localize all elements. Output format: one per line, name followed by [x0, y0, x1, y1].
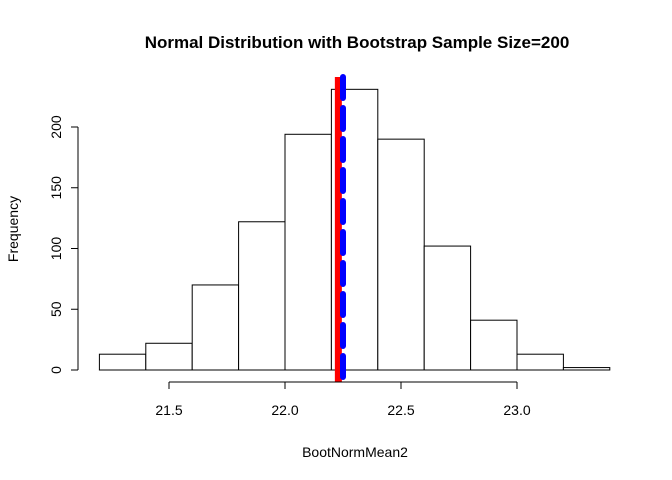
histogram-bars [98, 88, 611, 371]
y-tick-label: 0 [48, 366, 64, 374]
x-tick-label: 22.5 [387, 402, 414, 418]
y-tick-label: 150 [48, 176, 64, 200]
chart-title: Normal Distribution with Bootstrap Sampl… [145, 33, 570, 52]
histogram-bar [191, 284, 240, 371]
histogram-bar [470, 319, 518, 371]
histogram-bar [377, 138, 425, 371]
x-tick-label: 23.0 [503, 402, 530, 418]
y-axis-label: Frequency [5, 196, 21, 262]
x-tick-label: 22.0 [271, 402, 298, 418]
histogram-bar [516, 353, 564, 371]
y-tick-label: 200 [48, 115, 64, 139]
y-axis: 0 50 100 150 200 [48, 115, 79, 374]
reference-lines [334, 74, 346, 385]
histogram-bar [238, 221, 286, 371]
y-tick-label: 100 [48, 237, 64, 261]
x-axis-label: BootNormMean2 [302, 444, 408, 460]
x-axis: 21.5 22.0 22.5 23.0 [155, 381, 531, 418]
y-tick-label: 50 [48, 301, 64, 317]
histogram-bar [98, 353, 147, 371]
histogram-bar [423, 245, 472, 371]
histogram-bar [562, 367, 611, 371]
histogram-bar [284, 133, 332, 371]
histogram-bar [145, 342, 193, 371]
x-tick-label: 21.5 [155, 402, 182, 418]
